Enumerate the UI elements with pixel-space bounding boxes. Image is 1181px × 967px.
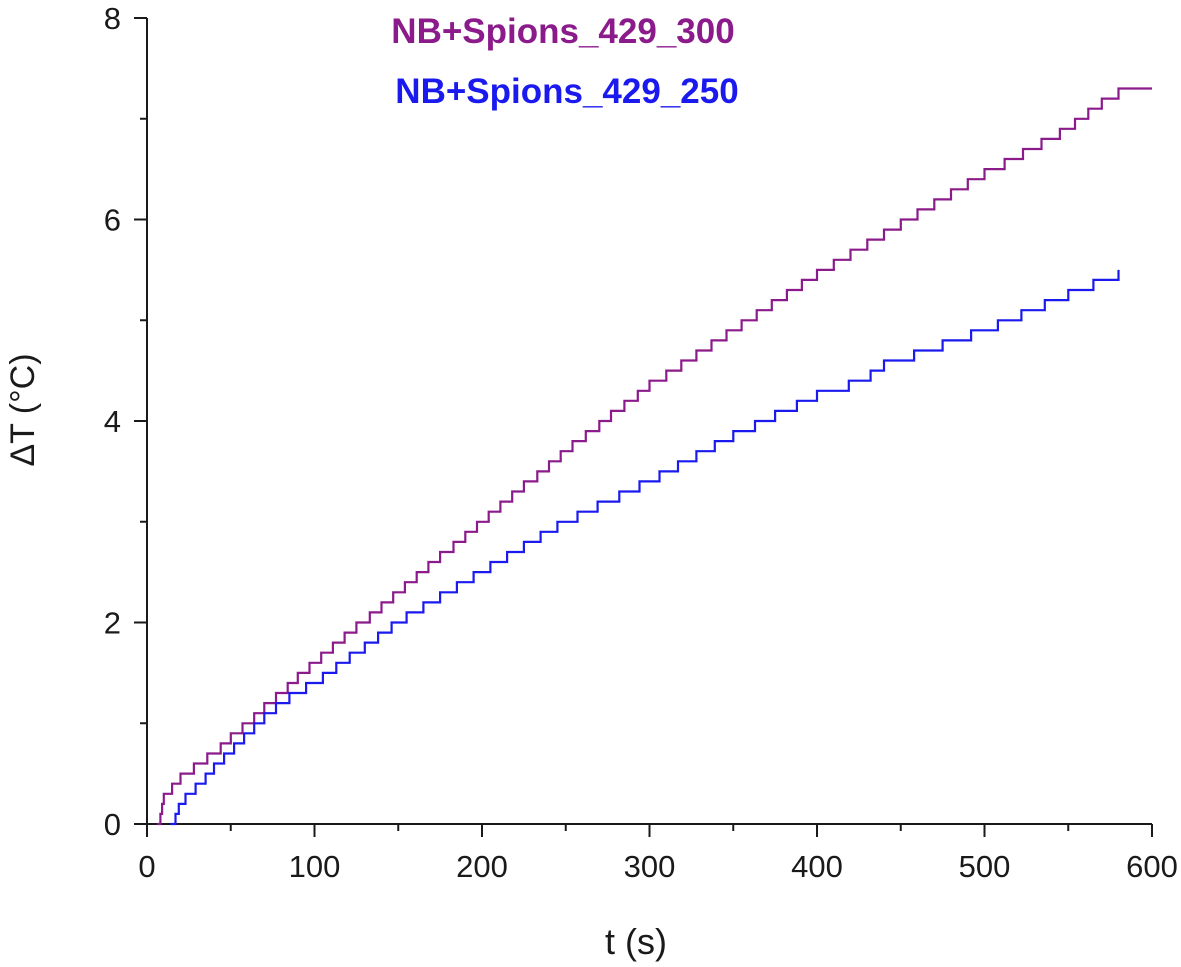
x-tick-label: 600: [1126, 849, 1178, 884]
y-tick-label: 4: [104, 404, 121, 439]
x-axis-label: t (s): [605, 921, 667, 962]
x-tick-label: 400: [791, 849, 843, 884]
x-tick-label: 300: [624, 849, 676, 884]
y-tick-label: 6: [104, 203, 121, 238]
series-1-line: [157, 87, 1152, 826]
x-axis-ticks: 0 100 200 300 400 500 600: [138, 824, 1178, 884]
axes: [146, 18, 1152, 825]
y-axis-label: ΔT (°C): [4, 353, 42, 466]
x-tick-label: 100: [289, 849, 341, 884]
x-tick-label: 200: [456, 849, 508, 884]
x-tick-label: 0: [138, 849, 155, 884]
legend-entry-1: NB+Spions_429_300: [391, 12, 734, 51]
y-tick-label: 0: [104, 807, 121, 842]
y-axis-ticks: 0 2 4 6 8: [104, 1, 147, 842]
x-tick-label: 500: [959, 849, 1011, 884]
y-tick-label: 8: [104, 1, 121, 36]
legend-entry-2: NB+Spions_429_250: [395, 72, 738, 111]
series-2-line: [170, 269, 1120, 826]
y-tick-label: 2: [104, 606, 121, 641]
series-layer: [157, 87, 1152, 826]
